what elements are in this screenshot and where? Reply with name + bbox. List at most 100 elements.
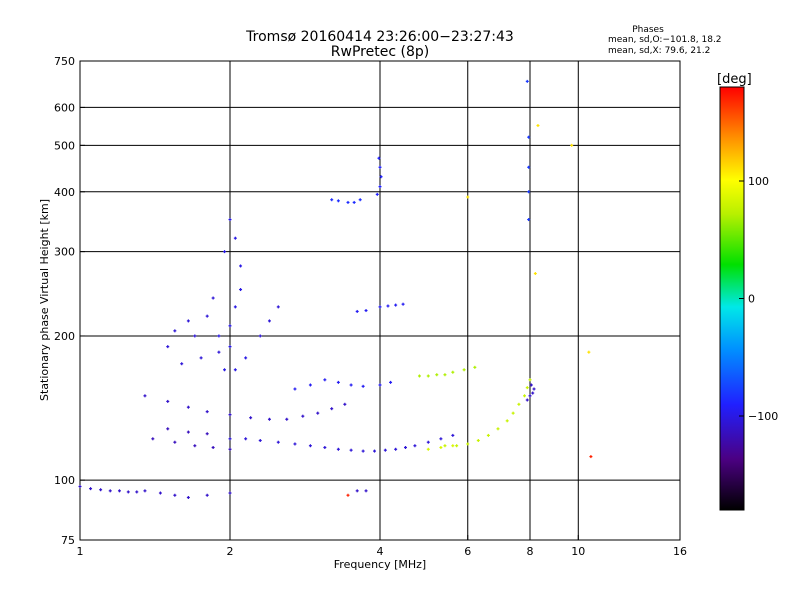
x-axis-label: Frequency [MHz]: [334, 558, 426, 571]
data-point: [205, 410, 209, 414]
data-point: [199, 356, 203, 360]
y-tick-label: 100: [54, 474, 75, 487]
data-point: [517, 402, 521, 406]
data-point: [244, 356, 248, 360]
data-point: [394, 303, 398, 307]
data-point: [223, 368, 227, 372]
data-point: [343, 402, 347, 406]
data-point: [223, 250, 227, 254]
data-point: [349, 448, 353, 452]
data-point: [505, 419, 509, 423]
data-point: [379, 175, 383, 179]
y-tick-label: 200: [54, 330, 75, 343]
data-point: [378, 383, 382, 387]
data-point: [536, 124, 540, 128]
data-point: [173, 440, 177, 444]
data-point: [587, 350, 591, 354]
colorbar-tick-label: 0: [748, 293, 755, 306]
data-point: [330, 407, 334, 411]
data-point: [525, 398, 529, 402]
data-point: [496, 427, 500, 431]
data-point: [349, 383, 353, 387]
colorbar-label: [deg]: [717, 72, 752, 87]
data-point: [435, 373, 439, 377]
data-point: [126, 490, 130, 494]
data-point: [173, 329, 177, 333]
data-point: [228, 447, 232, 451]
data-point: [166, 399, 170, 403]
data-point: [217, 350, 221, 354]
data-point: [358, 198, 362, 202]
data-point: [239, 288, 243, 292]
colorbar-tick-label: 100: [748, 175, 769, 188]
data-point: [323, 445, 327, 449]
data-point: [228, 491, 232, 495]
data-point: [378, 165, 382, 169]
data-point: [377, 156, 381, 160]
phase-box-line1: mean, sd,O:−101.8, 18.2: [608, 35, 722, 45]
data-point: [233, 305, 237, 309]
data-point: [166, 345, 170, 349]
x-tick-label: 6: [464, 545, 471, 558]
data-point: [276, 305, 280, 309]
data-point: [528, 378, 532, 382]
data-point: [401, 302, 405, 306]
phase-box-title: Phases: [632, 25, 664, 35]
x-tick-label: 8: [527, 545, 534, 558]
data-point: [364, 309, 368, 313]
data-point: [373, 449, 377, 453]
data-point: [346, 493, 350, 497]
data-point: [378, 305, 382, 309]
data-point: [186, 430, 190, 434]
x-tick-label: 16: [673, 545, 687, 558]
data-point: [455, 444, 459, 448]
y-tick-label: 300: [54, 246, 75, 259]
data-point: [258, 439, 262, 443]
data-point: [211, 296, 215, 300]
chart-title: Tromsø 20160414 23:26:00−23:27:43: [245, 29, 514, 45]
data-point: [205, 493, 209, 497]
colorbar-ticks: 100 0 −100: [739, 175, 778, 423]
data-point: [527, 135, 531, 139]
data-point: [523, 394, 527, 398]
phase-box-line2: mean, sd,X: 79.6, 21.2: [608, 46, 710, 56]
data-point: [439, 437, 443, 441]
data-point: [233, 236, 237, 240]
data-point: [527, 190, 531, 194]
data-point: [143, 489, 147, 493]
data-point: [249, 416, 253, 420]
data-point: [525, 386, 529, 390]
y-tick-label: 500: [54, 139, 75, 152]
data-point: [308, 383, 312, 387]
data-point: [462, 368, 466, 372]
data-point: [228, 218, 232, 222]
data-point: [529, 383, 533, 387]
data-point: [386, 304, 390, 308]
data-point: [355, 309, 359, 313]
x-tick-label: 2: [227, 545, 234, 558]
x-axis-ticks: 1 2 4 6 8 10 16: [77, 535, 687, 558]
data-point: [426, 440, 430, 444]
data-point: [301, 414, 305, 418]
data-point: [117, 489, 121, 493]
colorbar-tick-label: −100: [748, 410, 778, 423]
grid-lines: [80, 61, 680, 540]
data-point: [533, 272, 537, 276]
data-point: [239, 264, 243, 268]
data-point: [180, 362, 184, 366]
data-point: [186, 495, 190, 499]
data-point: [186, 405, 190, 409]
data-point: [346, 200, 350, 204]
data-point: [193, 444, 197, 448]
data-point: [511, 411, 515, 415]
data-point: [473, 365, 477, 369]
data-point: [166, 427, 170, 431]
data-point: [389, 380, 393, 384]
chart-subtitle: RwPretec (8p): [331, 44, 429, 60]
data-point: [466, 442, 470, 446]
data-point: [158, 491, 162, 495]
data-point: [228, 324, 232, 328]
data-point: [426, 374, 430, 378]
data-point: [143, 394, 147, 398]
